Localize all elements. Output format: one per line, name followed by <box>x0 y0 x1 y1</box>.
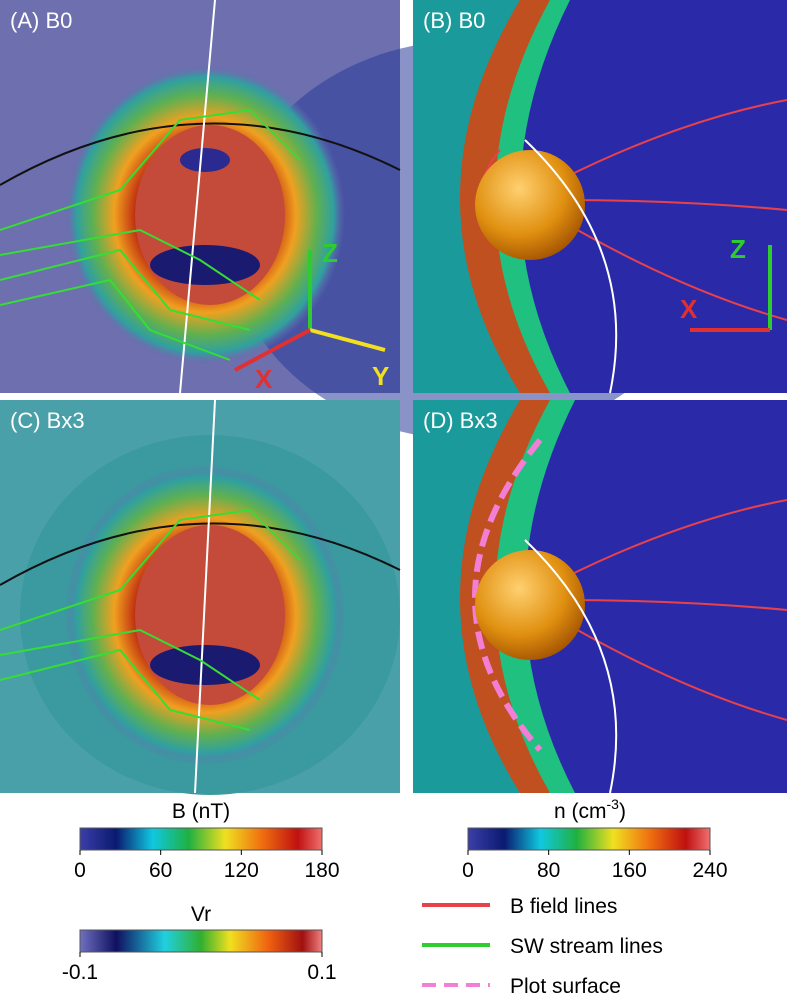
title-text: n (cm <box>554 800 607 823</box>
axis-label: Z <box>730 234 746 264</box>
colorbar <box>467 827 711 851</box>
colorbar <box>79 929 323 953</box>
colorbar-title: Vr <box>191 903 211 926</box>
axis-label: Z <box>322 238 338 268</box>
legend-label: B field lines <box>510 895 617 918</box>
panel-label: (C) Bx3 <box>10 408 85 433</box>
tick-label: 160 <box>612 859 647 882</box>
panel-label: (B) B0 <box>423 8 485 33</box>
tick-label: 80 <box>537 859 560 882</box>
axis-label: Y <box>372 361 389 391</box>
panel-b <box>413 0 787 394</box>
tick-label: -0.1 <box>62 961 98 984</box>
panel-label: (D) Bx3 <box>423 408 498 433</box>
tick-label: 0 <box>74 859 86 882</box>
tick-label: 120 <box>224 859 259 882</box>
legend-label: Plot surface <box>510 975 621 998</box>
colorbar-title: n (cm-3) <box>554 796 626 823</box>
axis-label: X <box>680 294 698 324</box>
tick-label: 60 <box>149 859 172 882</box>
tick-label: 180 <box>304 859 339 882</box>
tick-label: 0.1 <box>307 961 336 984</box>
panel-d <box>413 400 787 794</box>
axis-label: X <box>255 364 273 394</box>
colorbar-title: B (nT) <box>172 800 230 823</box>
title-text: ) <box>619 800 626 823</box>
panel-c <box>0 399 401 795</box>
colorbar <box>79 827 323 851</box>
tick-label: 0 <box>462 859 474 882</box>
panel-label: (A) B0 <box>10 8 72 33</box>
tick-label: 240 <box>692 859 727 882</box>
title-sup: -3 <box>607 796 620 812</box>
legend-label: SW stream lines <box>510 935 663 958</box>
